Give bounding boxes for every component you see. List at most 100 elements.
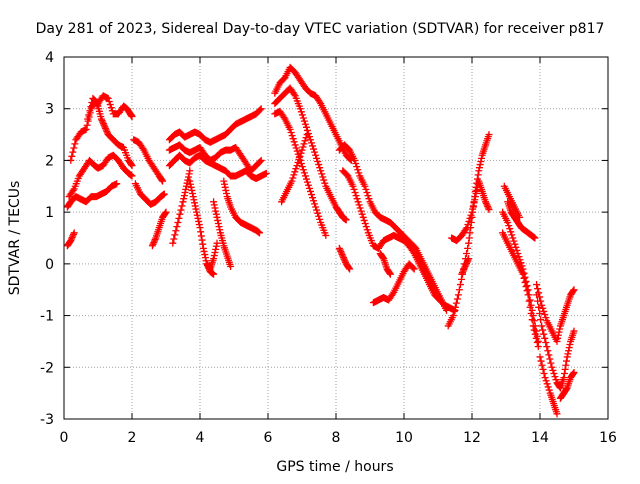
data-point <box>529 322 537 330</box>
x-tick-label: 14 <box>531 430 549 446</box>
data-point <box>159 177 167 185</box>
x-axis-label: GPS time / hours <box>276 459 393 475</box>
y-tick-label: 1 <box>45 205 54 221</box>
data-point <box>357 207 365 215</box>
data-point <box>308 139 316 147</box>
data-point <box>461 264 469 272</box>
data-point <box>463 224 471 232</box>
series-track-34 <box>533 291 578 392</box>
series-track-16 <box>203 260 218 278</box>
data-point <box>355 169 363 177</box>
series-track-36 <box>556 368 578 402</box>
data-point <box>363 226 371 234</box>
data-point <box>210 201 218 209</box>
data-point <box>544 347 552 355</box>
data-point <box>484 204 492 212</box>
data-point <box>561 365 569 373</box>
data-point <box>508 231 516 239</box>
data-point <box>540 307 548 315</box>
data-point <box>104 94 112 102</box>
data-point <box>100 121 108 129</box>
data-point <box>196 224 204 232</box>
data-point <box>149 240 157 248</box>
data-point <box>180 195 188 203</box>
data-point <box>526 303 534 311</box>
x-tick-label: 4 <box>196 430 205 446</box>
data-point <box>172 227 180 235</box>
data-point <box>70 144 78 152</box>
data-point <box>309 142 317 150</box>
y-tick-label: -2 <box>40 360 54 376</box>
data-point <box>103 127 111 135</box>
data-point <box>484 202 492 210</box>
data-point <box>554 331 562 339</box>
data-point <box>212 242 220 250</box>
data-point <box>506 225 514 233</box>
data-point <box>310 145 318 153</box>
data-point <box>569 287 577 295</box>
data-point <box>83 121 91 129</box>
data-point <box>256 229 263 237</box>
data-point <box>151 236 159 244</box>
data-point <box>296 152 304 160</box>
data-point <box>161 209 169 217</box>
data-point <box>543 343 551 351</box>
data-point <box>299 114 307 122</box>
data-point <box>171 231 179 239</box>
y-tick-label: 0 <box>45 257 54 273</box>
series-track-22 <box>339 167 459 314</box>
data-point <box>552 376 560 384</box>
data-point <box>467 211 475 219</box>
data-point <box>193 211 201 219</box>
data-point <box>293 147 301 155</box>
data-point <box>310 197 318 205</box>
x-tick-label: 0 <box>60 430 69 446</box>
data-point <box>409 264 417 272</box>
data-point <box>513 246 521 254</box>
data-point <box>177 206 185 214</box>
data-point <box>542 377 550 385</box>
data-point <box>303 131 311 139</box>
data-point <box>212 245 220 253</box>
data-point <box>220 177 228 185</box>
data-point <box>205 265 213 273</box>
series-track-19 <box>271 107 330 239</box>
data-point <box>294 158 302 166</box>
data-point <box>515 253 523 261</box>
data-point <box>318 170 326 178</box>
data-point <box>458 269 466 277</box>
data-point <box>148 242 156 250</box>
data-point <box>362 185 370 193</box>
data-point <box>190 196 198 204</box>
data-point <box>525 297 533 305</box>
series-track-08 <box>148 208 170 250</box>
data-point <box>563 357 571 365</box>
series-track-25 <box>335 244 354 273</box>
data-point <box>202 257 210 265</box>
data-point <box>451 303 459 311</box>
data-point <box>465 239 473 247</box>
data-point <box>550 369 558 377</box>
data-point <box>465 217 473 225</box>
data-point <box>162 208 170 216</box>
data-point <box>216 226 224 234</box>
data-point <box>512 243 520 251</box>
data-point <box>312 203 320 211</box>
data-point <box>186 177 194 185</box>
data-point <box>342 216 350 224</box>
data-point <box>307 187 314 195</box>
data-point <box>313 154 321 162</box>
data-point <box>302 175 310 183</box>
data-point <box>302 134 310 142</box>
data-point <box>67 235 75 243</box>
x-tick-label: 12 <box>463 430 481 446</box>
series-track-31 <box>504 198 539 242</box>
data-point <box>291 141 299 149</box>
data-point <box>569 369 577 377</box>
data-point <box>539 365 547 373</box>
data-point <box>483 201 491 209</box>
data-point <box>538 361 546 369</box>
data-point <box>353 163 361 171</box>
data-point <box>319 173 327 181</box>
series-track-27 <box>448 177 493 245</box>
